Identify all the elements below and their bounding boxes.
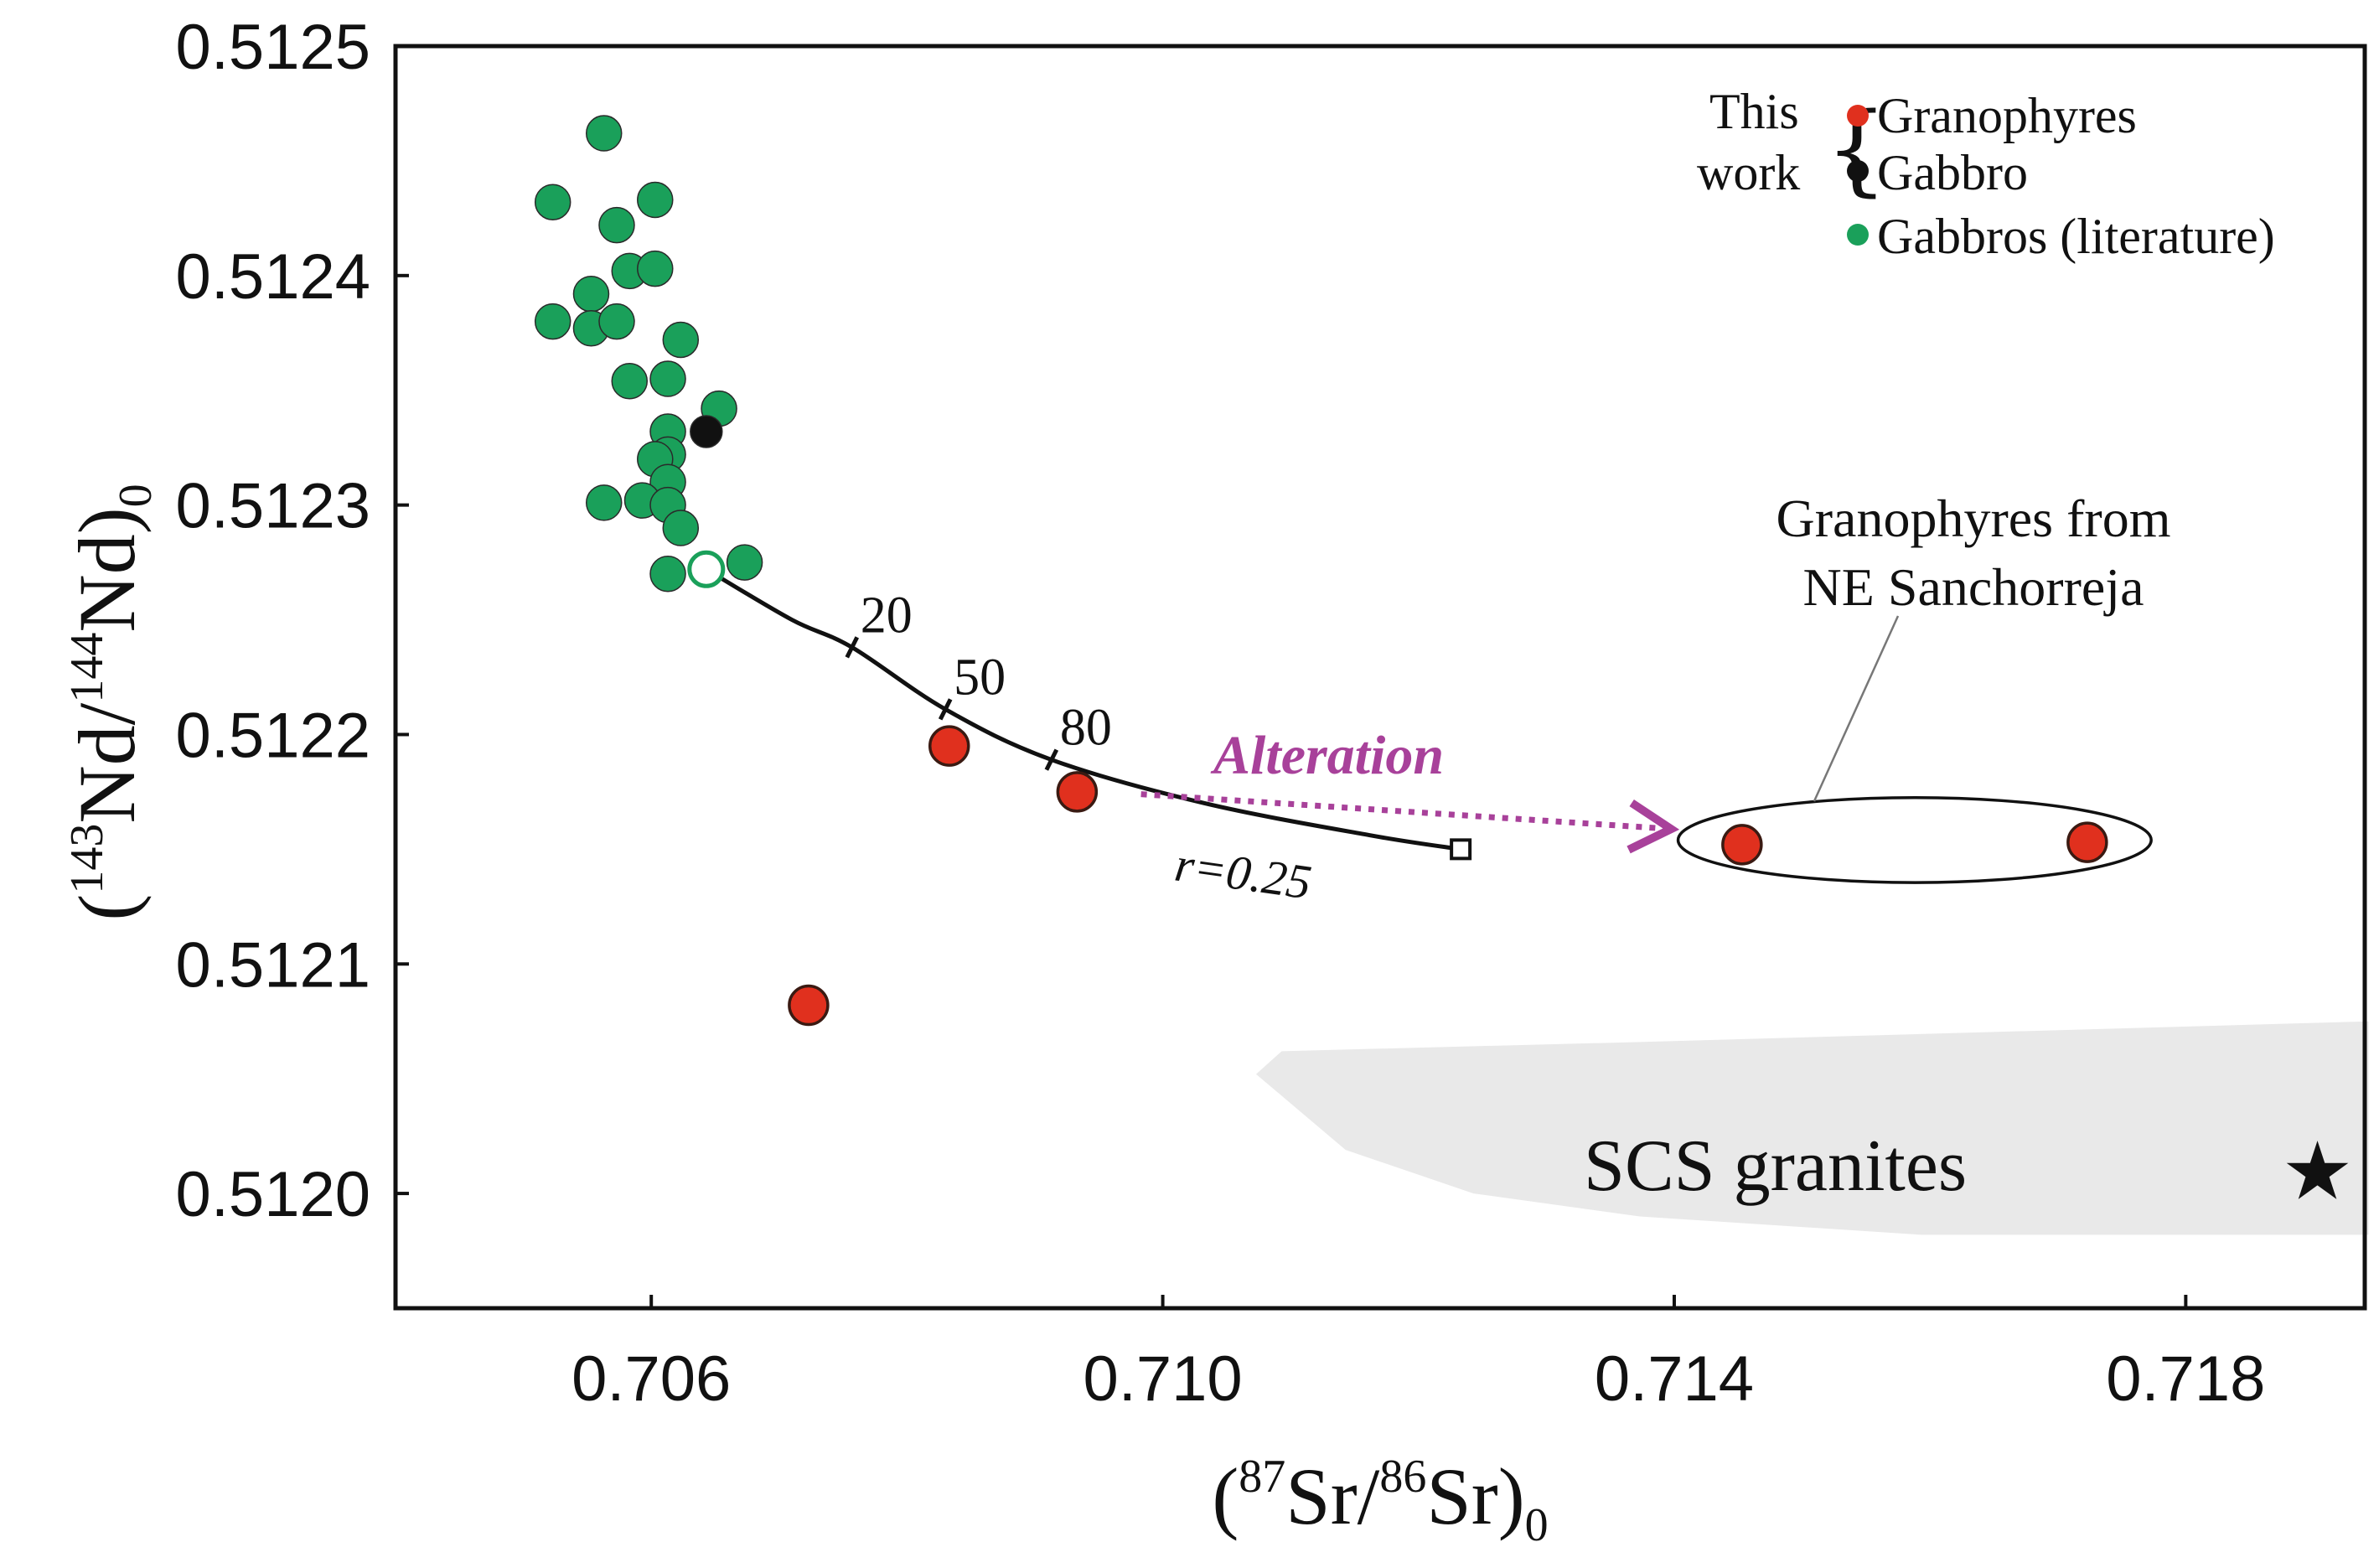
alteration-arrow bbox=[1140, 791, 1680, 854]
mixing-tick-mark bbox=[938, 698, 953, 721]
y-axis-title-group: (143Nd/144Nd)0 bbox=[61, 484, 162, 920]
x-tick-label: 0.718 bbox=[2106, 1343, 2265, 1415]
granophyre-point bbox=[2066, 821, 2108, 863]
y-tick-label: 0.5122 bbox=[176, 700, 370, 771]
x-axis-title-close: Sr) bbox=[1426, 1452, 1524, 1541]
y-axis-title-close: Nd) bbox=[62, 507, 152, 632]
mixing-tick-label: 50 bbox=[954, 649, 1006, 706]
legend-marker-granophyres bbox=[1847, 105, 1869, 127]
plot-frame bbox=[393, 44, 2367, 1311]
y-tick-label: 0.5124 bbox=[176, 241, 370, 313]
granophyre-point bbox=[1056, 771, 1099, 813]
x-axis-title-sup1: 87 bbox=[1239, 1451, 1285, 1503]
mixing-tick-label: 20 bbox=[861, 587, 913, 644]
x-tick-label: 0.706 bbox=[571, 1343, 731, 1415]
gabbro-literature-point bbox=[572, 275, 610, 313]
legend-label-gabbros-literature: Gabbros (literature) bbox=[1877, 209, 2275, 264]
ne-sanchorreja-ellipse bbox=[1676, 796, 2153, 884]
y-axis-title-sub: 0 bbox=[110, 484, 162, 507]
mixing-tick-mark bbox=[1044, 748, 1059, 771]
mixing-start-marker bbox=[687, 550, 726, 588]
x-axis-title-sup2: 86 bbox=[1379, 1451, 1426, 1503]
y-axis-title-open: ( bbox=[62, 894, 152, 921]
gabbro-literature-point bbox=[662, 510, 700, 546]
y-axis-title: (143Nd/144Nd)0 bbox=[61, 484, 162, 920]
gabbro-literature-point bbox=[649, 556, 686, 593]
legend-group-label-line1: This bbox=[1709, 84, 1799, 139]
y-axis-title-sup2: 144 bbox=[61, 633, 113, 703]
data-points bbox=[534, 115, 2108, 1027]
scs-granites-field bbox=[1255, 1021, 2369, 1235]
x-axis-ticks: 0.706 0.710 0.714 0.718 bbox=[571, 1295, 2265, 1415]
granophyre-point bbox=[788, 984, 830, 1027]
granophyre-point bbox=[1721, 824, 1763, 866]
x-axis-title: (87Sr/86Sr)0 bbox=[1212, 1451, 1548, 1551]
mixing-tick-label: 80 bbox=[1060, 700, 1112, 757]
x-axis-title-mid: Sr/ bbox=[1285, 1452, 1379, 1541]
gabbro-literature-point bbox=[585, 484, 623, 521]
gabbro-literature-point bbox=[585, 115, 623, 152]
gabbro-literature-point bbox=[649, 360, 686, 397]
gabbro-literature-point bbox=[534, 303, 571, 340]
ne-sanchorreja-leader-line bbox=[1813, 615, 1900, 802]
y-tick-label: 0.5123 bbox=[176, 471, 370, 542]
gabbro-literature-point bbox=[662, 321, 700, 359]
gabbro-literature-point bbox=[611, 363, 649, 400]
gabbro-literature-point bbox=[598, 303, 635, 340]
legend-marker-gabbros-literature bbox=[1847, 224, 1869, 246]
x-tick-label: 0.710 bbox=[1083, 1343, 1242, 1415]
mixing-end-marker bbox=[1450, 838, 1472, 861]
gabbro-point bbox=[690, 415, 723, 448]
gabbro-literature-point bbox=[534, 184, 571, 220]
scs-granites-label: SCS granites bbox=[1584, 1126, 1967, 1207]
alteration-label: Alteration bbox=[1210, 725, 1444, 786]
legend-marker-gabbro bbox=[1847, 160, 1869, 182]
mixing-curve-ticks: 20 50 80 bbox=[845, 587, 1112, 771]
y-tick-label: 0.5121 bbox=[176, 929, 370, 1001]
x-tick-label: 0.714 bbox=[1595, 1343, 1754, 1415]
y-axis-title-sup1: 143 bbox=[61, 824, 113, 894]
mixing-curve-label: r=0.25 bbox=[1171, 837, 1315, 910]
legend-label-gabbro: Gabbro bbox=[1877, 145, 2028, 200]
granophyre-point bbox=[928, 725, 970, 767]
legend-group-label-line2: work bbox=[1697, 145, 1800, 200]
gabbro-literature-point bbox=[637, 250, 674, 287]
legend: This work { Granophyres Gabbro Gabbros (… bbox=[1697, 84, 2275, 264]
ne-sanchorreja-label-line1: Granophyres from bbox=[1776, 489, 2171, 548]
ne-sanchorreja-label-line2: NE Sanchorreja bbox=[1803, 557, 2144, 617]
gabbro-literature-point bbox=[726, 544, 763, 581]
gabbro-literature-point bbox=[598, 206, 635, 244]
gabbro-literature-point bbox=[637, 181, 674, 219]
y-tick-label: 0.5125 bbox=[176, 12, 370, 83]
y-tick-label: 0.5120 bbox=[176, 1159, 370, 1230]
star-icon: ★ bbox=[2282, 1125, 2354, 1219]
y-axis-ticks: 0.5125 0.5124 0.5123 0.5122 0.5121 0.5120 bbox=[176, 12, 409, 1230]
legend-label-granophyres: Granophyres bbox=[1877, 88, 2137, 143]
mixing-tick-mark bbox=[845, 636, 860, 659]
x-axis-title-sub: 0 bbox=[1525, 1499, 1549, 1551]
x-axis-title-open: ( bbox=[1212, 1452, 1239, 1541]
mixing-curve bbox=[705, 567, 1461, 851]
y-axis-title-mid: Nd/ bbox=[62, 702, 152, 823]
